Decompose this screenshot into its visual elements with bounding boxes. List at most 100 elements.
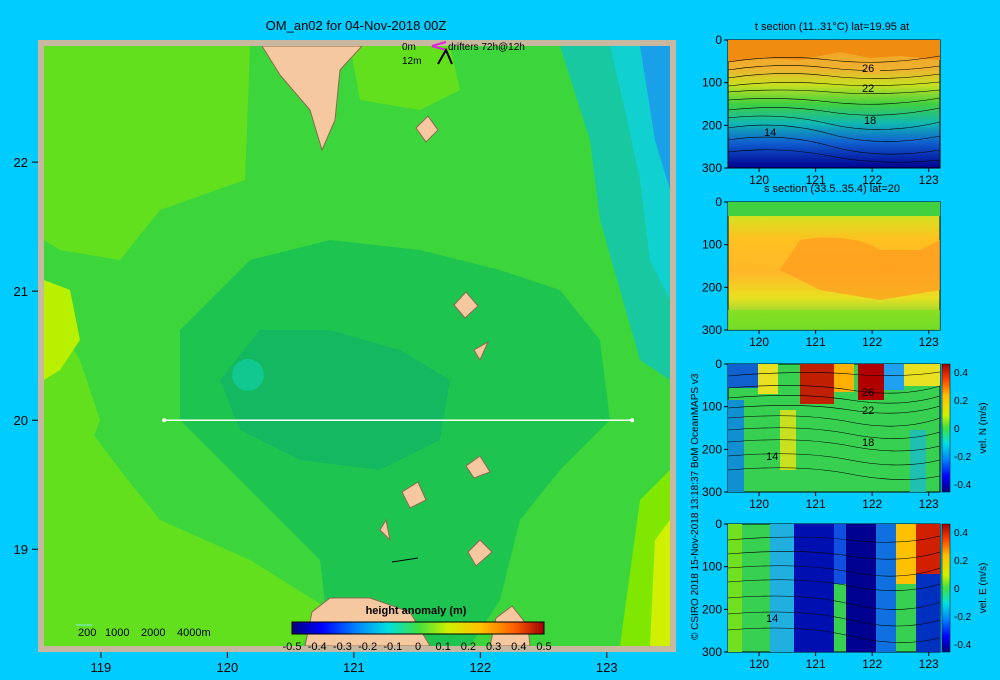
vel-e-y-axis: 0 100 200 300 xyxy=(702,517,728,659)
t-contour-26: 26 xyxy=(862,63,874,75)
drifter-legend-label: drifters 72h@12h xyxy=(448,42,525,53)
vel-colorbar-tick-label: 0.4 xyxy=(954,528,968,539)
section-x-tick-label: 122 xyxy=(862,657,882,671)
section-y-tick-label: 0 xyxy=(715,33,722,47)
colorbar-tick-label: 0.5 xyxy=(536,641,551,653)
section-x-tick-label: 120 xyxy=(749,657,769,671)
vel-n-y-axis: 0 100 200 300 xyxy=(702,357,728,499)
map-field xyxy=(44,46,670,646)
section-x-tick-label: 122 xyxy=(862,497,882,511)
s-section-x-axis: 120 121 122 123 xyxy=(749,330,939,349)
section-x-tick-label: 121 xyxy=(806,335,826,349)
colorbar-ticks: -0.5 -0.4 -0.3 -0.2 -0.1 0 0.1 0.2 0.3 0.4 0.5 xyxy=(283,641,552,653)
section-x-tick-label: 120 xyxy=(749,173,769,187)
section-y-tick-label: 300 xyxy=(702,485,722,499)
section-y-tick-label: 0 xyxy=(715,195,722,209)
depth-legend-1000: 1000 xyxy=(105,627,129,639)
section-x-tick-label: 123 xyxy=(919,173,939,187)
drifter-12m-icon xyxy=(437,47,453,65)
vel-n-x-axis: 120 121 122 123 xyxy=(749,492,939,511)
lat-tick-label: 22 xyxy=(14,155,28,170)
colorbar-tick-label: -0.3 xyxy=(333,641,352,653)
section-x-tick-label: 123 xyxy=(919,497,939,511)
vel-n-colorbar xyxy=(941,363,951,493)
section-y-tick-label: 0 xyxy=(715,517,722,531)
s-section-plot xyxy=(727,201,941,331)
vel-colorbar-tick-label: 0.2 xyxy=(954,556,968,567)
section-x-tick-label: 120 xyxy=(749,335,769,349)
drifter-legend-0m: 0m xyxy=(402,42,416,53)
section-y-tick-label: 100 xyxy=(702,238,722,252)
colorbar-tick-label: -0.5 xyxy=(283,641,302,653)
lat-tick-label: 20 xyxy=(14,413,28,428)
vel-colorbar-tick-label: -0.2 xyxy=(954,612,972,623)
vel-colorbar-tick-label: -0.4 xyxy=(954,480,972,491)
vel-e-colorbar-label: vel. E (m/s) xyxy=(978,563,989,614)
section-x-tick-label: 121 xyxy=(806,173,826,187)
colorbar-tick-label: 0.2 xyxy=(461,641,476,653)
colorbar-tick-label: -0.2 xyxy=(358,641,377,653)
colorbar-tick-label: -0.1 xyxy=(383,641,402,653)
lon-tick-label: 122 xyxy=(469,660,491,675)
credit-text: © CSIRO 2018 15-Nov-2018 13:18:37 BoM Oc… xyxy=(690,373,701,640)
colorbar-tick-label: 0.1 xyxy=(436,641,451,653)
transect-end-marker xyxy=(630,418,635,423)
transect-start-marker xyxy=(162,418,167,423)
section-x-tick-label: 120 xyxy=(749,497,769,511)
e-contour-14: 14 xyxy=(766,613,778,625)
colorbar-tick-label: 0.4 xyxy=(511,641,526,653)
vel-e-colorbar xyxy=(941,523,951,653)
t-contour-22: 22 xyxy=(862,83,874,95)
section-y-tick-label: 200 xyxy=(702,118,722,132)
vel-colorbar-tick-label: -0.4 xyxy=(954,640,972,651)
section-x-tick-label: 122 xyxy=(862,173,882,187)
section-y-tick-label: 300 xyxy=(702,323,722,337)
section-y-tick-label: 300 xyxy=(702,161,722,175)
vel-colorbar-tick-label: -0.2 xyxy=(954,452,972,463)
section-y-tick-label: 200 xyxy=(702,280,722,294)
colorbar-tick-label: -0.4 xyxy=(308,641,327,653)
n-contour-14: 14 xyxy=(766,451,778,463)
vel-n-plot: 26 22 18 14 xyxy=(727,363,941,493)
section-y-tick-label: 100 xyxy=(702,76,722,90)
vel-colorbar-tick-label: 0 xyxy=(954,424,960,435)
section-y-tick-label: 300 xyxy=(702,645,722,659)
drifter-legend-12m: 12m xyxy=(402,56,421,67)
depth-legend-200: 200 xyxy=(78,627,96,639)
section-x-tick-label: 121 xyxy=(806,657,826,671)
drifter-0m-icon xyxy=(431,41,447,51)
t-section-x-axis: 120 121 122 123 xyxy=(749,168,939,187)
n-contour-18: 18 xyxy=(862,437,874,449)
section-y-tick-label: 200 xyxy=(702,602,722,616)
t-contour-18: 18 xyxy=(864,115,876,127)
t-section-plot: 26 22 18 14 xyxy=(727,39,941,169)
vel-e-plot: 14 xyxy=(727,523,941,653)
n-contour-26: 26 xyxy=(862,387,874,399)
lon-tick-label: 119 xyxy=(91,660,112,675)
depth-legend-4000m: 4000m xyxy=(177,627,211,639)
section-x-tick-label: 123 xyxy=(919,335,939,349)
section-x-tick-label: 123 xyxy=(919,657,939,671)
vel-n-colorbar-ticks: 0.4 0.2 0 -0.2 -0.4 xyxy=(954,368,972,491)
lat-tick-label: 21 xyxy=(14,284,28,299)
section-y-tick-label: 0 xyxy=(715,357,722,371)
lon-tick-label: 120 xyxy=(217,660,239,675)
s-section-title: s section (33.5..35.4) lat=20 xyxy=(764,183,900,195)
section-x-tick-label: 121 xyxy=(806,497,826,511)
t-section-title: t section (11..31°C) lat=19.95 at xyxy=(755,21,909,33)
vel-colorbar-tick-label: 0.2 xyxy=(954,396,968,407)
lon-tick-label: 121 xyxy=(343,660,365,675)
section-y-tick-label: 100 xyxy=(702,400,722,414)
colorbar-tick-label: 0.3 xyxy=(486,641,501,653)
n-contour-22: 22 xyxy=(862,405,874,417)
vel-colorbar-tick-label: 0.4 xyxy=(954,368,968,379)
colorbar-tick-label: 0 xyxy=(415,641,421,653)
section-y-tick-label: 100 xyxy=(702,560,722,574)
s-section-y-axis: 0 100 200 300 xyxy=(702,195,728,337)
lon-tick-label: 123 xyxy=(596,660,618,675)
t-contour-14: 14 xyxy=(764,127,776,139)
vel-e-x-axis: 120 121 122 123 xyxy=(749,652,939,671)
map-title: OM_an02 for 04-Nov-2018 00Z xyxy=(266,18,447,33)
vel-e-colorbar-ticks: 0.4 0.2 0 -0.2 -0.4 xyxy=(954,528,972,651)
